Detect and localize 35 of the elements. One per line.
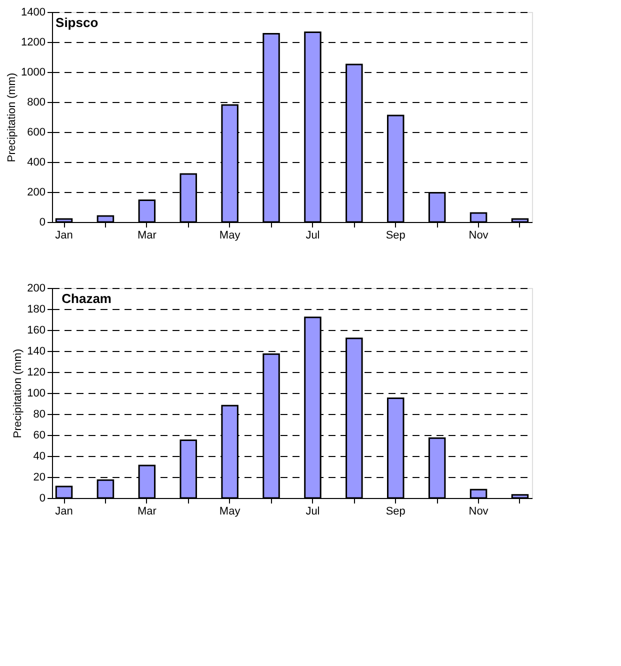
x-tick-label: May [219, 230, 241, 242]
y-tick-label: 60 [33, 430, 46, 442]
x-tick-label: Sep [386, 506, 406, 518]
y-tick-label: 0 [39, 492, 46, 504]
y-tick-label: 0 [39, 216, 46, 228]
y-tick-label: 1400 [21, 6, 46, 18]
chart-title: Chazam [62, 291, 112, 306]
y-tick-label: 40 [33, 450, 46, 462]
y-tick-label: 160 [27, 324, 46, 336]
y-tick-label: 140 [27, 346, 46, 358]
x-tick-label: Mar [137, 230, 157, 242]
x-tick-label: Nov [468, 230, 489, 242]
x-tick-label: Nov [468, 506, 489, 518]
x-tick-label: Mar [137, 506, 157, 518]
y-tick-label: 100 [27, 388, 46, 400]
x-tick-label: Jan [55, 506, 73, 518]
x-tick-label: May [219, 506, 241, 518]
y-tick-label: 120 [27, 366, 46, 378]
x-tick-label: Jan [55, 230, 73, 242]
x-tick-label: Sep [386, 230, 406, 242]
y-tick-label: 80 [33, 408, 46, 420]
y-tick-label: 180 [27, 304, 46, 316]
y-tick-label: 20 [33, 472, 46, 484]
y-tick-label: 600 [27, 126, 46, 138]
y-axis-title: Precipitation (mm) [12, 348, 24, 438]
y-tick-label: 1000 [21, 66, 46, 78]
y-tick-label: 200 [27, 186, 46, 198]
x-tick-label: Jul [306, 506, 320, 518]
chart-title: Sipsco [56, 15, 98, 30]
y-axis-title: Precipitation (mm) [6, 72, 18, 162]
y-tick-label: 800 [27, 96, 46, 108]
y-tick-label: 200 [27, 282, 46, 294]
y-tick-label: 1200 [21, 36, 46, 48]
y-tick-label: 400 [27, 156, 46, 168]
x-tick-label: Jul [306, 230, 320, 242]
